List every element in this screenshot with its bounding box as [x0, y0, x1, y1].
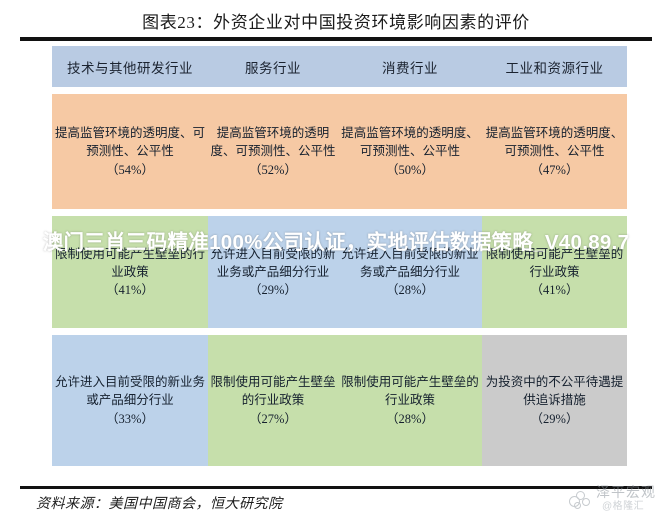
cell-factor-text: 限制使用可能产生壁垒的行业政策 [341, 375, 479, 408]
row-gap-cell [482, 209, 627, 216]
table-cell: 提高监管环境的透明度、可预测性、公平性 （52%） [208, 94, 338, 209]
chart-title-container: 图表23：外资企业对中国投资环境影响因素的评价 [0, 8, 672, 33]
evaluation-table-container: 技术与其他研发行业 服务行业 消费行业 工业和资源行业 提高监管环境的透明度、可… [52, 46, 627, 466]
cell-factor-text: 提高监管环境的透明度、可预测性、公平性 [341, 126, 479, 159]
header-gap-cell [482, 87, 627, 94]
cell-factor-text: 提高监管环境的透明度、可预测性、公平性 [210, 126, 336, 159]
table-header-row: 技术与其他研发行业 服务行业 消费行业 工业和资源行业 [52, 46, 627, 87]
row-gap-cell [338, 328, 482, 335]
cell-percent: （41%） [530, 283, 579, 298]
cell-percent: （33%） [106, 411, 154, 426]
cell-percent: （29%） [249, 283, 297, 298]
row-gap-cell [338, 209, 482, 216]
brand-name: 泽平宏观 [596, 486, 656, 501]
cell-factor-text: 允许进入目前受限的新业务或产品细分行业 [210, 246, 336, 279]
cell-percent: （52%） [249, 162, 297, 177]
cell-percent: （28%） [386, 283, 434, 298]
cell-factor-text: 允许进入目前受限的新业务或产品细分行业 [341, 246, 479, 279]
header-gap [52, 87, 627, 94]
brand-watermark: 泽平宏观 @格隆汇 [569, 487, 656, 512]
cell-percent: （50%） [386, 162, 434, 177]
table-cell: 为投资中的不公平待遇提供追诉措施 （29%） [482, 335, 627, 466]
cell-factor-text: 允许进入目前受限的新业务或产品细分行业 [54, 375, 205, 408]
cell-factor-text: 提高监管环境的透明度、可预测性、公平性 [54, 126, 205, 159]
cell-percent: （41%） [106, 283, 154, 298]
cell-percent: （54%） [106, 162, 154, 177]
table-cell: 提高监管环境的透明度、可预测性、公平性 （54%） [52, 94, 208, 209]
cell-percent: （47%） [530, 162, 579, 177]
table-cell: 限制使用可能产生壁垒的行业政策 （41%） [52, 216, 208, 328]
table-cell: 限制使用可能产生壁垒的行业政策 （41%） [482, 216, 627, 328]
table-cell: 提高监管环境的透明度、可预测性、公平性 （47%） [482, 94, 627, 209]
brand-handle: @格隆汇 [602, 501, 645, 512]
row-gap-cell [208, 209, 338, 216]
column-header-industry: 工业和资源行业 [482, 46, 627, 87]
row-gap-cell [482, 328, 627, 335]
cloud-logo-icon [569, 490, 591, 510]
cell-factor-text: 为投资中的不公平待遇提供追诉措施 [485, 375, 624, 408]
table-cell: 允许进入目前受限的新业务或产品细分行业 （29%） [208, 216, 338, 328]
cell-factor-text: 限制使用可能产生壁垒的行业政策 [210, 375, 336, 408]
header-gap-cell [208, 87, 338, 94]
column-header-service: 服务行业 [208, 46, 338, 87]
column-header-tech: 技术与其他研发行业 [52, 46, 208, 87]
cell-factor-text: 限制使用可能产生壁垒的行业政策 [485, 246, 624, 279]
header-gap-cell [338, 87, 482, 94]
row-gap [52, 328, 627, 335]
table-cell: 提高监管环境的透明度、可预测性、公平性 （50%） [338, 94, 482, 209]
row-gap-cell [52, 209, 208, 216]
row-gap-cell [208, 328, 338, 335]
table-cell: 允许进入目前受限的新业务或产品细分行业 （28%） [338, 216, 482, 328]
row-gap [52, 209, 627, 216]
table-row: 提高监管环境的透明度、可预测性、公平性 （54%） 提高监管环境的透明度、可预测… [52, 94, 627, 209]
cell-factor-text: 提高监管环境的透明度、可预测性、公平性 [485, 126, 624, 159]
column-header-consumer: 消费行业 [338, 46, 482, 87]
evaluation-table: 技术与其他研发行业 服务行业 消费行业 工业和资源行业 提高监管环境的透明度、可… [52, 46, 627, 466]
table-cell: 允许进入目前受限的新业务或产品细分行业 （33%） [52, 335, 208, 466]
row-gap-cell [52, 328, 208, 335]
page-title: 图表23：外资企业对中国投资环境影响因素的评价 [142, 13, 530, 32]
table-row: 限制使用可能产生壁垒的行业政策 （41%） 允许进入目前受限的新业务或产品细分行… [52, 216, 627, 328]
source-note: 资料来源：美国中国商会，恒大研究院 [36, 497, 283, 512]
cell-factor-text: 限制使用可能产生壁垒的行业政策 [54, 246, 205, 279]
table-row: 允许进入目前受限的新业务或产品细分行业 （33%） 限制使用可能产生壁垒的行业政… [52, 335, 627, 466]
header-gap-cell [52, 87, 208, 94]
footer-divider [20, 486, 652, 489]
cell-percent: （29%） [530, 411, 579, 426]
table-cell: 限制使用可能产生壁垒的行业政策 （28%） [338, 335, 482, 466]
cell-percent: （28%） [386, 411, 434, 426]
brand-watermark-text: 泽平宏观 @格隆汇 [596, 487, 656, 512]
table-cell: 限制使用可能产生壁垒的行业政策 （27%） [208, 335, 338, 466]
cell-percent: （27%） [249, 411, 297, 426]
title-divider [20, 37, 652, 41]
